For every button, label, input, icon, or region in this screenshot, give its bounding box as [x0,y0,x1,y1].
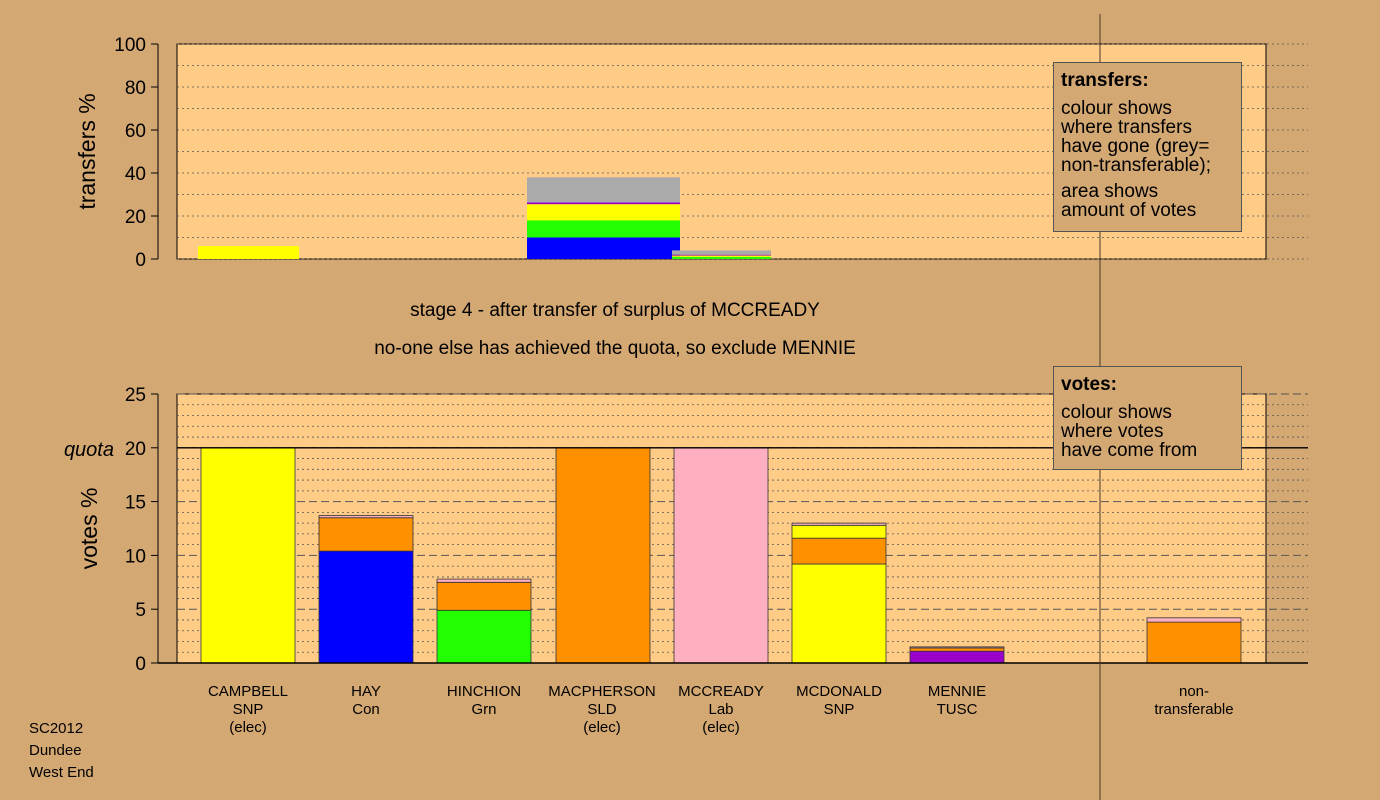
vote-bar-segment [1146,617,1242,623]
candidate-name: MCDONALD [796,683,882,700]
candidate-label: MACPHERSON SLD (elec) [537,683,667,737]
votes-legend-heading: votes: [1061,374,1117,395]
vote-bar-segment [909,647,1005,652]
transfers-y-tick-label: 80 [125,78,146,99]
candidate-party: SNP [232,701,264,718]
votes-y-tick-label: 0 [135,654,146,675]
candidate-name: HAY [351,683,381,700]
vote-bar-segment [909,646,1005,649]
votes-y-tick-label: 25 [125,385,146,406]
vote-bar-segment [318,515,414,519]
footer-council: Dundee [29,742,82,759]
transfer-bar-segment [527,220,680,238]
candidate-party: SLD [587,701,617,718]
vote-bar-segment [318,550,414,664]
candidate-name: non- [1178,683,1210,700]
transfer-bar-segment [527,204,680,221]
candidate-label: MCDONALD SNP [774,683,904,719]
candidate-party: Con [352,701,380,718]
footer-year: SC2012 [29,720,84,737]
candidate-name: CAMPBELL [207,683,289,700]
transfer-bar-segment [527,237,680,259]
transfers-legend-line: colour shows [1061,98,1172,119]
vote-bar-segment [791,563,887,664]
candidate-label: non- transferable [1129,683,1259,719]
transfers-y-tick-label: 0 [135,250,146,271]
candidate-name: MACPHERSON [548,683,656,700]
transfers-y-tick-label: 60 [125,121,146,142]
transfer-bar-segment [672,250,771,255]
candidate-note: (elec) [702,719,740,736]
candidate-name: MCCREADY [678,683,764,700]
vote-bar-segment [436,581,532,611]
stage-title: stage 4 - after transfer of surplus of M… [410,300,820,321]
votes-y-tick-label: 5 [135,600,146,621]
candidate-party: Grn [471,701,497,718]
votes-y-tick-label: 10 [125,546,146,567]
vote-bar-segment [436,578,532,583]
transfers-legend-line: non-transferable); [1061,155,1211,176]
vote-bar-segment [791,524,887,539]
transfers-legend: transfers: colour shows where transfers … [1053,62,1242,232]
transfers-legend-line: area shows [1061,181,1159,202]
candidate-label: CAMPBELL SNP (elec) [183,683,313,737]
candidate-party: transferable [1154,701,1234,718]
candidate-name: MENNIE [927,683,987,700]
transfers-legend-line: where transfers [1061,117,1192,138]
candidate-party: Lab [708,701,734,718]
candidate-party: SNP [823,701,855,718]
transfers-y-tick-label: 40 [125,164,146,185]
transfer-bar-segment [527,177,680,203]
votes-y-tick-label: 15 [125,493,146,514]
votes-legend-line: where votes [1061,421,1164,442]
stage-subtitle: no-one else has achieved the quota, so e… [374,338,856,359]
candidate-label: MENNIE TUSC [892,683,1022,719]
quota-label: quota [64,439,114,461]
transfers-y-tick-label: 100 [114,35,146,56]
votes-legend: votes: colour shows where votes have com… [1053,366,1242,470]
votes-y-tick-label: 20 [125,439,146,460]
transfer-bar-segment [672,256,771,259]
vote-bar-segment [436,609,532,664]
transfers-legend-line: amount of votes [1061,200,1197,221]
transfer-bar-segment [198,246,299,259]
transfers-legend-heading: transfers: [1061,70,1149,91]
candidate-name: HINCHION [446,683,522,700]
vote-bar-segment [555,447,651,664]
transfers-y-axis-label: transfers % [74,93,100,209]
votes-legend-line: have come from [1061,440,1198,461]
vote-bar-segment [791,537,887,565]
candidate-label: HINCHION Grn [419,683,549,719]
candidate-note: (elec) [229,719,267,736]
vote-bar-segment [673,447,769,664]
vote-bar-segment [1146,621,1242,664]
votes-legend-line: colour shows [1061,402,1172,423]
votes-y-axis-label: votes % [76,488,102,570]
vote-bar-segment [791,522,887,526]
footer-ward: West End [29,764,94,781]
vote-bar-segment [909,650,1005,664]
candidate-party: TUSC [936,701,978,718]
transfers-y-tick-label: 20 [125,207,146,228]
vote-bar-segment [200,447,296,664]
candidate-label: MCCREADY Lab (elec) [656,683,786,737]
transfers-legend-line: have gone (grey= [1061,136,1210,157]
vote-bar-segment [318,517,414,552]
transfer-bar-segment [672,255,771,257]
candidate-label: HAY Con [301,683,431,719]
transfer-bar-segment [527,202,680,205]
candidate-note: (elec) [583,719,621,736]
transfer-bar-segment [672,254,771,256]
